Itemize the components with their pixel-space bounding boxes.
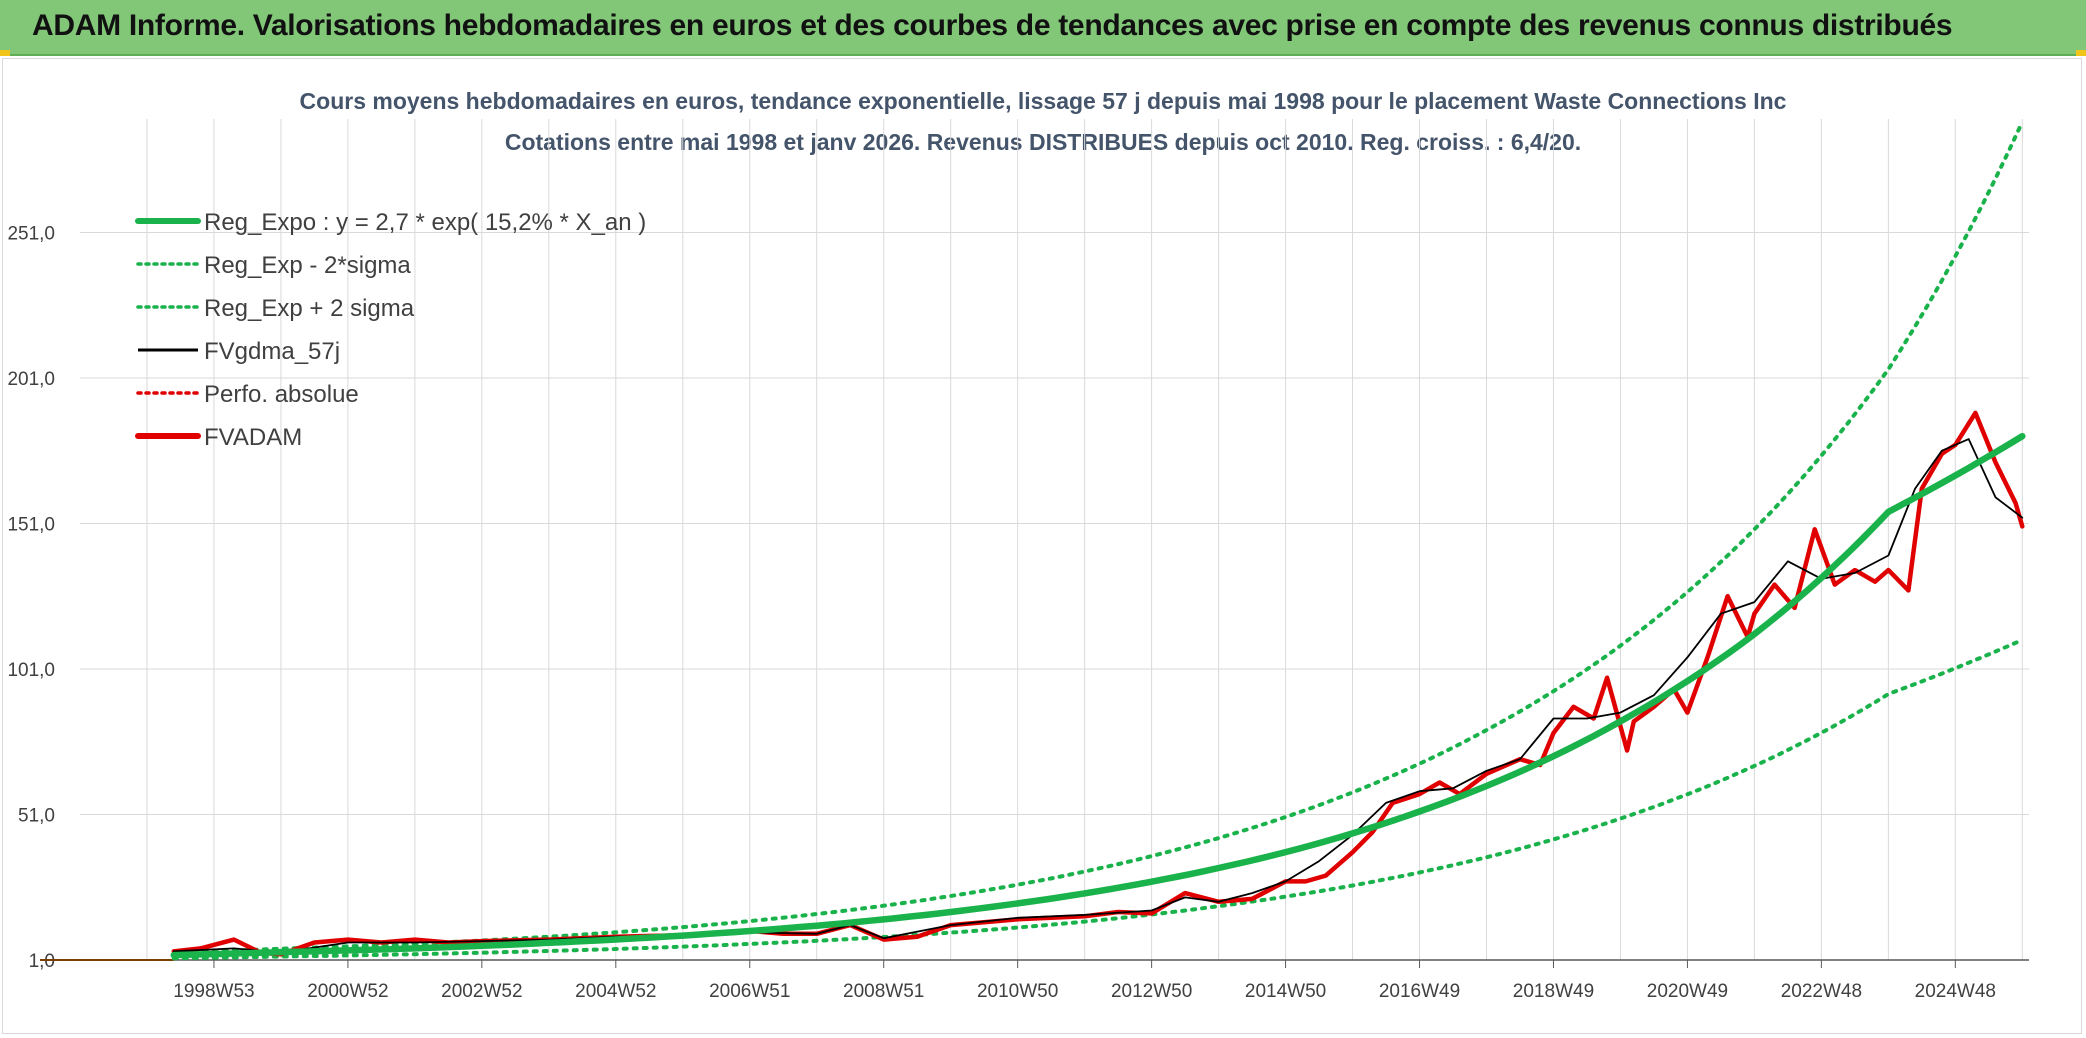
- legend-label: Perfo. absolue: [204, 381, 359, 408]
- series-line-reg-exp-2-sigma: [171, 119, 2025, 955]
- y-tick-label: 201,0: [7, 369, 55, 390]
- x-tick-label: 2024W48: [1915, 981, 1996, 1002]
- series-layer: [170, 119, 2026, 961]
- x-tick-label: 2002W52: [441, 981, 522, 1002]
- y-tick-label: 51,0: [18, 805, 55, 826]
- y-tick-label: 151,0: [7, 514, 55, 535]
- series-line-fvgdma-57j: [172, 438, 2024, 954]
- corner-marker-left: [0, 50, 10, 56]
- corner-marker-right: [2076, 50, 2086, 56]
- axes: 1,0 51,0 101,0 151,0 201,0 251,0 1998W53 2000W5…: [7, 223, 2029, 1002]
- x-tick-label: 2006W51: [709, 981, 790, 1002]
- x-tick-label: 2014W50: [1245, 981, 1326, 1002]
- legend-label: FVgdma_57j: [204, 338, 340, 365]
- x-tick-label: 2004W52: [575, 981, 656, 1002]
- y-tick-label: 1,0: [29, 951, 55, 972]
- header-banner: ADAM Informe. Valorisations hebdomadaire…: [0, 0, 2086, 56]
- x-tick-label: 2016W49: [1379, 981, 1460, 1002]
- x-tick-label: 2020W49: [1647, 981, 1728, 1002]
- banner-title: ADAM Informe. Valorisations hebdomadaire…: [32, 9, 1953, 42]
- x-tick-label: 2022W48: [1781, 981, 1862, 1002]
- legend: Reg_Expo : y = 2,7 * exp( 15,2% * X_an )…: [135, 209, 646, 451]
- y-tick-label: 251,0: [7, 223, 55, 244]
- line-chart: Cours moyens hebdomadaires en euros, ten…: [7, 88, 2029, 1002]
- legend-label: Reg_Exp - 2*sigma: [204, 252, 411, 279]
- x-tick-label: 1998W53: [173, 981, 254, 1002]
- legend-label: Reg_Expo : y = 2,7 * exp( 15,2% * X_an ): [204, 209, 646, 236]
- x-tick-label: 2012W50: [1111, 981, 1192, 1002]
- chart-title-line1: Cours moyens hebdomadaires en euros, ten…: [300, 88, 1787, 114]
- legend-label: Reg_Exp + 2 sigma: [204, 295, 415, 322]
- x-tick-label: 2018W49: [1513, 981, 1594, 1002]
- series-line-reg-expo-y-2-7-exp-15-2-x-an-: [170, 432, 2026, 959]
- series-line-reg-exp-2-sigma: [171, 637, 2025, 961]
- x-tick-label: 2010W50: [977, 981, 1058, 1002]
- chart-area: Cours moyens hebdomadaires en euros, ten…: [2, 58, 2082, 1034]
- y-tick-label: 101,0: [7, 660, 55, 681]
- x-tick-label: 2008W51: [843, 981, 924, 1002]
- legend-label: FVADAM: [204, 424, 302, 451]
- series-line-fvadam: [171, 410, 2025, 957]
- x-tick-label: 2000W52: [307, 981, 388, 1002]
- chart-title-line2: Cotations entre mai 1998 et janv 2026. R…: [505, 129, 1581, 155]
- gridlines: [80, 119, 2029, 961]
